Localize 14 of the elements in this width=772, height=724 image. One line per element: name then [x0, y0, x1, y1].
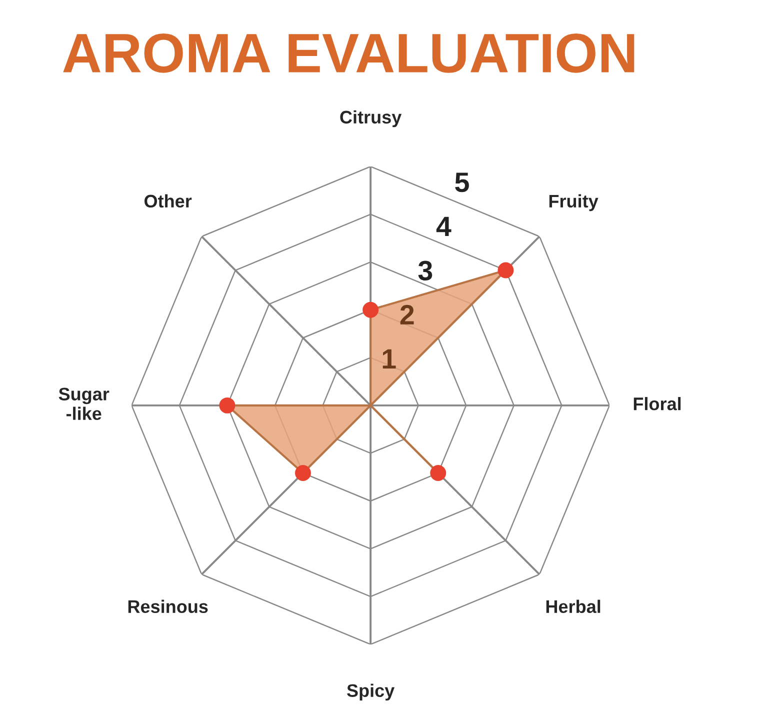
spoke-label: Floral: [634, 397, 681, 410]
spoke-label: Resinous: [128, 600, 208, 614]
chart-title: AROMA EVALUATION: [63, 33, 634, 73]
spoke-label: Fruity: [549, 194, 598, 212]
y-tick-label: 3: [418, 260, 432, 280]
spoke-label: Other: [144, 194, 192, 208]
y-tick-label: 4: [436, 216, 452, 236]
spoke-label: Herbal: [546, 600, 600, 614]
spoke-label: Citrusy: [340, 110, 402, 128]
y-tick-label: 5: [455, 172, 469, 192]
spoke-label: Sugar -like: [58, 388, 110, 420]
y-tick-label: 1: [382, 349, 396, 368]
y-tick-label: 2: [400, 304, 414, 324]
spoke-label: Spicy: [346, 684, 395, 701]
